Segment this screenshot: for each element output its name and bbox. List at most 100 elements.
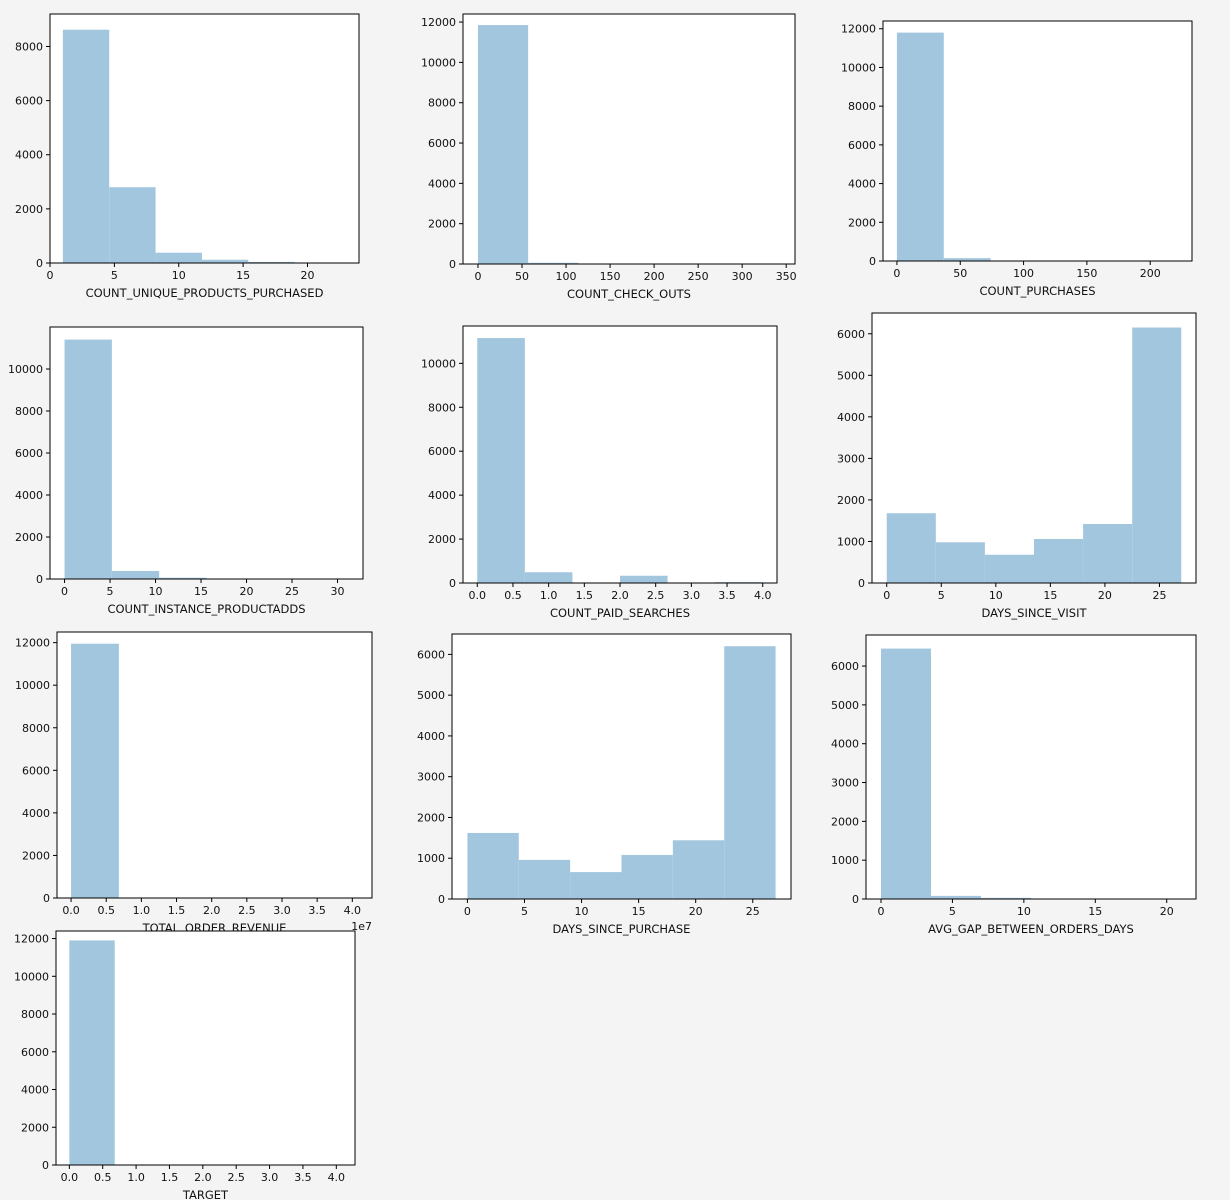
days-since-purchase-y-tick-label: 0 — [438, 893, 445, 906]
target-x-tick-label: 1.5 — [161, 1171, 179, 1184]
count-instance-productadds-y-tick-label: 10000 — [8, 363, 43, 376]
count-check-outs-y-tick-label: 8000 — [428, 97, 456, 110]
count-instance-productadds-y-tick-label: 2000 — [15, 531, 43, 544]
count-unique-products-purchased-bar-2 — [155, 252, 202, 263]
count-purchases-x-tick-label: 0 — [893, 267, 900, 280]
target-y-tick-label: 10000 — [14, 970, 49, 983]
days-since-visit-y-tick-label: 6000 — [837, 328, 865, 341]
days-since-purchase-x-tick-label: 25 — [746, 905, 760, 918]
count-instance-productadds-x-tick-label: 5 — [107, 585, 114, 598]
days-since-visit-y-tick-label: 5000 — [837, 369, 865, 382]
histogram-count-purchases: 0 50 100 150 200020004000600080001000012000C… — [841, 20, 1193, 298]
total-order-revenue-y-tick-label: 6000 — [22, 764, 50, 777]
count-paid-searches-x-tick-label: 2.5 — [647, 589, 665, 602]
avg-gap-between-orders-days-bar-1 — [931, 895, 981, 899]
days-since-purchase-y-tick-label: 2000 — [417, 811, 445, 824]
count-unique-products-purchased-y-tick-label: 4000 — [15, 149, 43, 162]
target-y-tick-label: 2000 — [21, 1121, 49, 1134]
count-unique-products-purchased-y-tick-label: 2000 — [15, 203, 43, 216]
count-instance-productadds-y-tick-label: 4000 — [15, 489, 43, 502]
total-order-revenue-x-tick-label: 1.0 — [133, 904, 151, 917]
count-instance-productadds-y-tick-label: 8000 — [15, 405, 43, 418]
count-purchases-x-tick-label: 150 — [1076, 267, 1097, 280]
histogram-count-check-outs: 0 50 100 150 200 250 300 350 0 2000 4000 6000 8000 10… — [421, 13, 797, 301]
count-instance-productadds-x-tick-label: 20 — [240, 585, 254, 598]
count-check-outs-y-tick-label: 12000 — [421, 16, 456, 29]
count-paid-searches-y-tick-label: 6000 — [428, 445, 456, 458]
count-check-outs-axes-frame — [462, 13, 796, 265]
count-instance-productadds-x-tick-label: 0 — [61, 585, 68, 598]
count-paid-searches-bar-0 — [477, 338, 525, 583]
target-y-tick-label: 4000 — [21, 1084, 49, 1097]
days-since-visit-x-tick-label: 5 — [938, 589, 945, 602]
count-unique-products-purchased-x-axis-label: COUNT_UNIQUE_PRODUCTS_PURCHASED — [86, 286, 324, 300]
count-paid-searches-x-tick-label: 1.0 — [540, 589, 558, 602]
days-since-purchase-bar-1 — [518, 859, 571, 899]
total-order-revenue-x-tick-label: 2.0 — [203, 904, 221, 917]
count-check-outs-y-tick-label: 6000 — [428, 137, 456, 150]
count-instance-productadds-x-axis-label: COUNT_INSTANCE_PRODUCTADDS — [107, 602, 305, 616]
count-purchases-x-tick-label: 50 — [953, 267, 967, 280]
count-instance-productadds-x-tick-label: 15 — [194, 585, 208, 598]
avg-gap-between-orders-days-y-tick-label: 5000 — [831, 699, 859, 712]
count-paid-searches-x-tick-label: 0.0 — [469, 589, 487, 602]
count-purchases-x-tick-label: 200 — [1140, 267, 1161, 280]
avg-gap-between-orders-days-x-tick-label: 15 — [1088, 905, 1102, 918]
days-since-purchase-x-tick-label: 10 — [575, 905, 589, 918]
avg-gap-between-orders-days-y-tick-label: 0 — [852, 893, 859, 906]
count-unique-products-purchased-x-tick-label: 5 — [111, 269, 118, 282]
count-unique-products-purchased-x-tick-label: 10 — [172, 269, 186, 282]
target-x-tick-label: 2.0 — [194, 1171, 212, 1184]
target-x-tick-label: 1.0 — [127, 1171, 145, 1184]
count-check-outs-y-tick-label: 10000 — [421, 56, 456, 69]
count-paid-searches-x-tick-label: 2.0 — [611, 589, 629, 602]
days-since-purchase-y-tick-label: 5000 — [417, 689, 445, 702]
days-since-visit-x-tick-label: 25 — [1152, 589, 1166, 602]
count-purchases-bar-1 — [943, 258, 991, 261]
target-y-tick-label: 6000 — [21, 1046, 49, 1059]
avg-gap-between-orders-days-axes-frame — [865, 634, 1197, 900]
count-check-outs-y-tick-label: 4000 — [428, 177, 456, 190]
count-paid-searches-y-tick-label: 2000 — [428, 533, 456, 546]
count-purchases-x-tick-label: 100 — [1013, 267, 1034, 280]
count-instance-productadds-x-tick-label: 25 — [285, 585, 299, 598]
days-since-purchase-y-tick-label: 3000 — [417, 771, 445, 784]
count-unique-products-purchased-bar-0 — [62, 29, 110, 263]
count-instance-productadds-bar-2 — [159, 577, 207, 579]
count-unique-products-purchased-axes-frame — [49, 13, 360, 264]
avg-gap-between-orders-days-x-axis-label: AVG_GAP_BETWEEN_ORDERS_DAYS — [928, 922, 1134, 936]
histogram-total-order-revenue: 0.0 0.5 1.0 1.5 2.0 2.5 3.0 3.5 4.0 0 2000 4000 6000… — [15, 631, 373, 935]
histogram-count-unique-products-purchased: 0 5 10 15 20 0 2000 4000 6000 8000 COUNT_UNIQUE_PR… — [15, 13, 360, 300]
count-purchases-y-tick-label: 2000 — [848, 216, 876, 229]
count-purchases-bar-0 — [896, 32, 944, 262]
days-since-purchase-bar-3 — [621, 854, 673, 899]
target-x-tick-label: 0.0 — [61, 1171, 79, 1184]
histogram-target: 0.0 0.5 1.0 1.5 2.0 2.5 3.0 3.5 4.0 0 2000 4000 6000… — [14, 930, 356, 1200]
count-purchases-y-tick-label: 10000 — [841, 61, 876, 74]
count-instance-productadds-bar-1 — [111, 571, 160, 579]
target-y-tick-label: 0 — [42, 1159, 49, 1172]
count-paid-searches-y-tick-label: 10000 — [421, 357, 456, 370]
days-since-visit-x-tick-label: 0 — [883, 589, 890, 602]
avg-gap-between-orders-days-y-tick-label: 4000 — [831, 738, 859, 751]
count-unique-products-purchased-y-tick-label: 6000 — [15, 95, 43, 108]
total-order-revenue-y-tick-label: 2000 — [22, 849, 50, 862]
count-instance-productadds-x-tick-label: 30 — [331, 585, 345, 598]
count-check-outs-x-tick-label: 350 — [776, 270, 797, 283]
days-since-purchase-bar-2 — [570, 872, 622, 899]
count-check-outs-x-axis-label: COUNT_CHECK_OUTS — [567, 287, 691, 301]
count-instance-productadds-bar-0 — [64, 339, 112, 579]
count-unique-products-purchased-y-tick-label: 8000 — [15, 40, 43, 53]
count-check-outs-x-tick-label: 300 — [732, 270, 753, 283]
count-purchases-x-axis-label: COUNT_PURCHASES — [979, 284, 1095, 298]
count-unique-products-purchased-bar-1 — [109, 187, 156, 263]
count-paid-searches-x-tick-label: 1.5 — [576, 589, 594, 602]
target-bar-0 — [69, 940, 115, 1165]
avg-gap-between-orders-days-bar-0 — [881, 648, 931, 899]
target-y-tick-label: 8000 — [21, 1008, 49, 1021]
count-check-outs-x-tick-label: 100 — [556, 270, 577, 283]
total-order-revenue-x-tick-label: 3.0 — [273, 904, 291, 917]
total-order-revenue-y-tick-label: 0 — [43, 892, 50, 905]
histogram-avg-gap-between-orders-days: 0 5 10 15 20 0 1000 2000 3000 4000 5000 6000 AVG_GAP… — [831, 634, 1197, 936]
count-unique-products-purchased-bar-3 — [201, 259, 249, 263]
